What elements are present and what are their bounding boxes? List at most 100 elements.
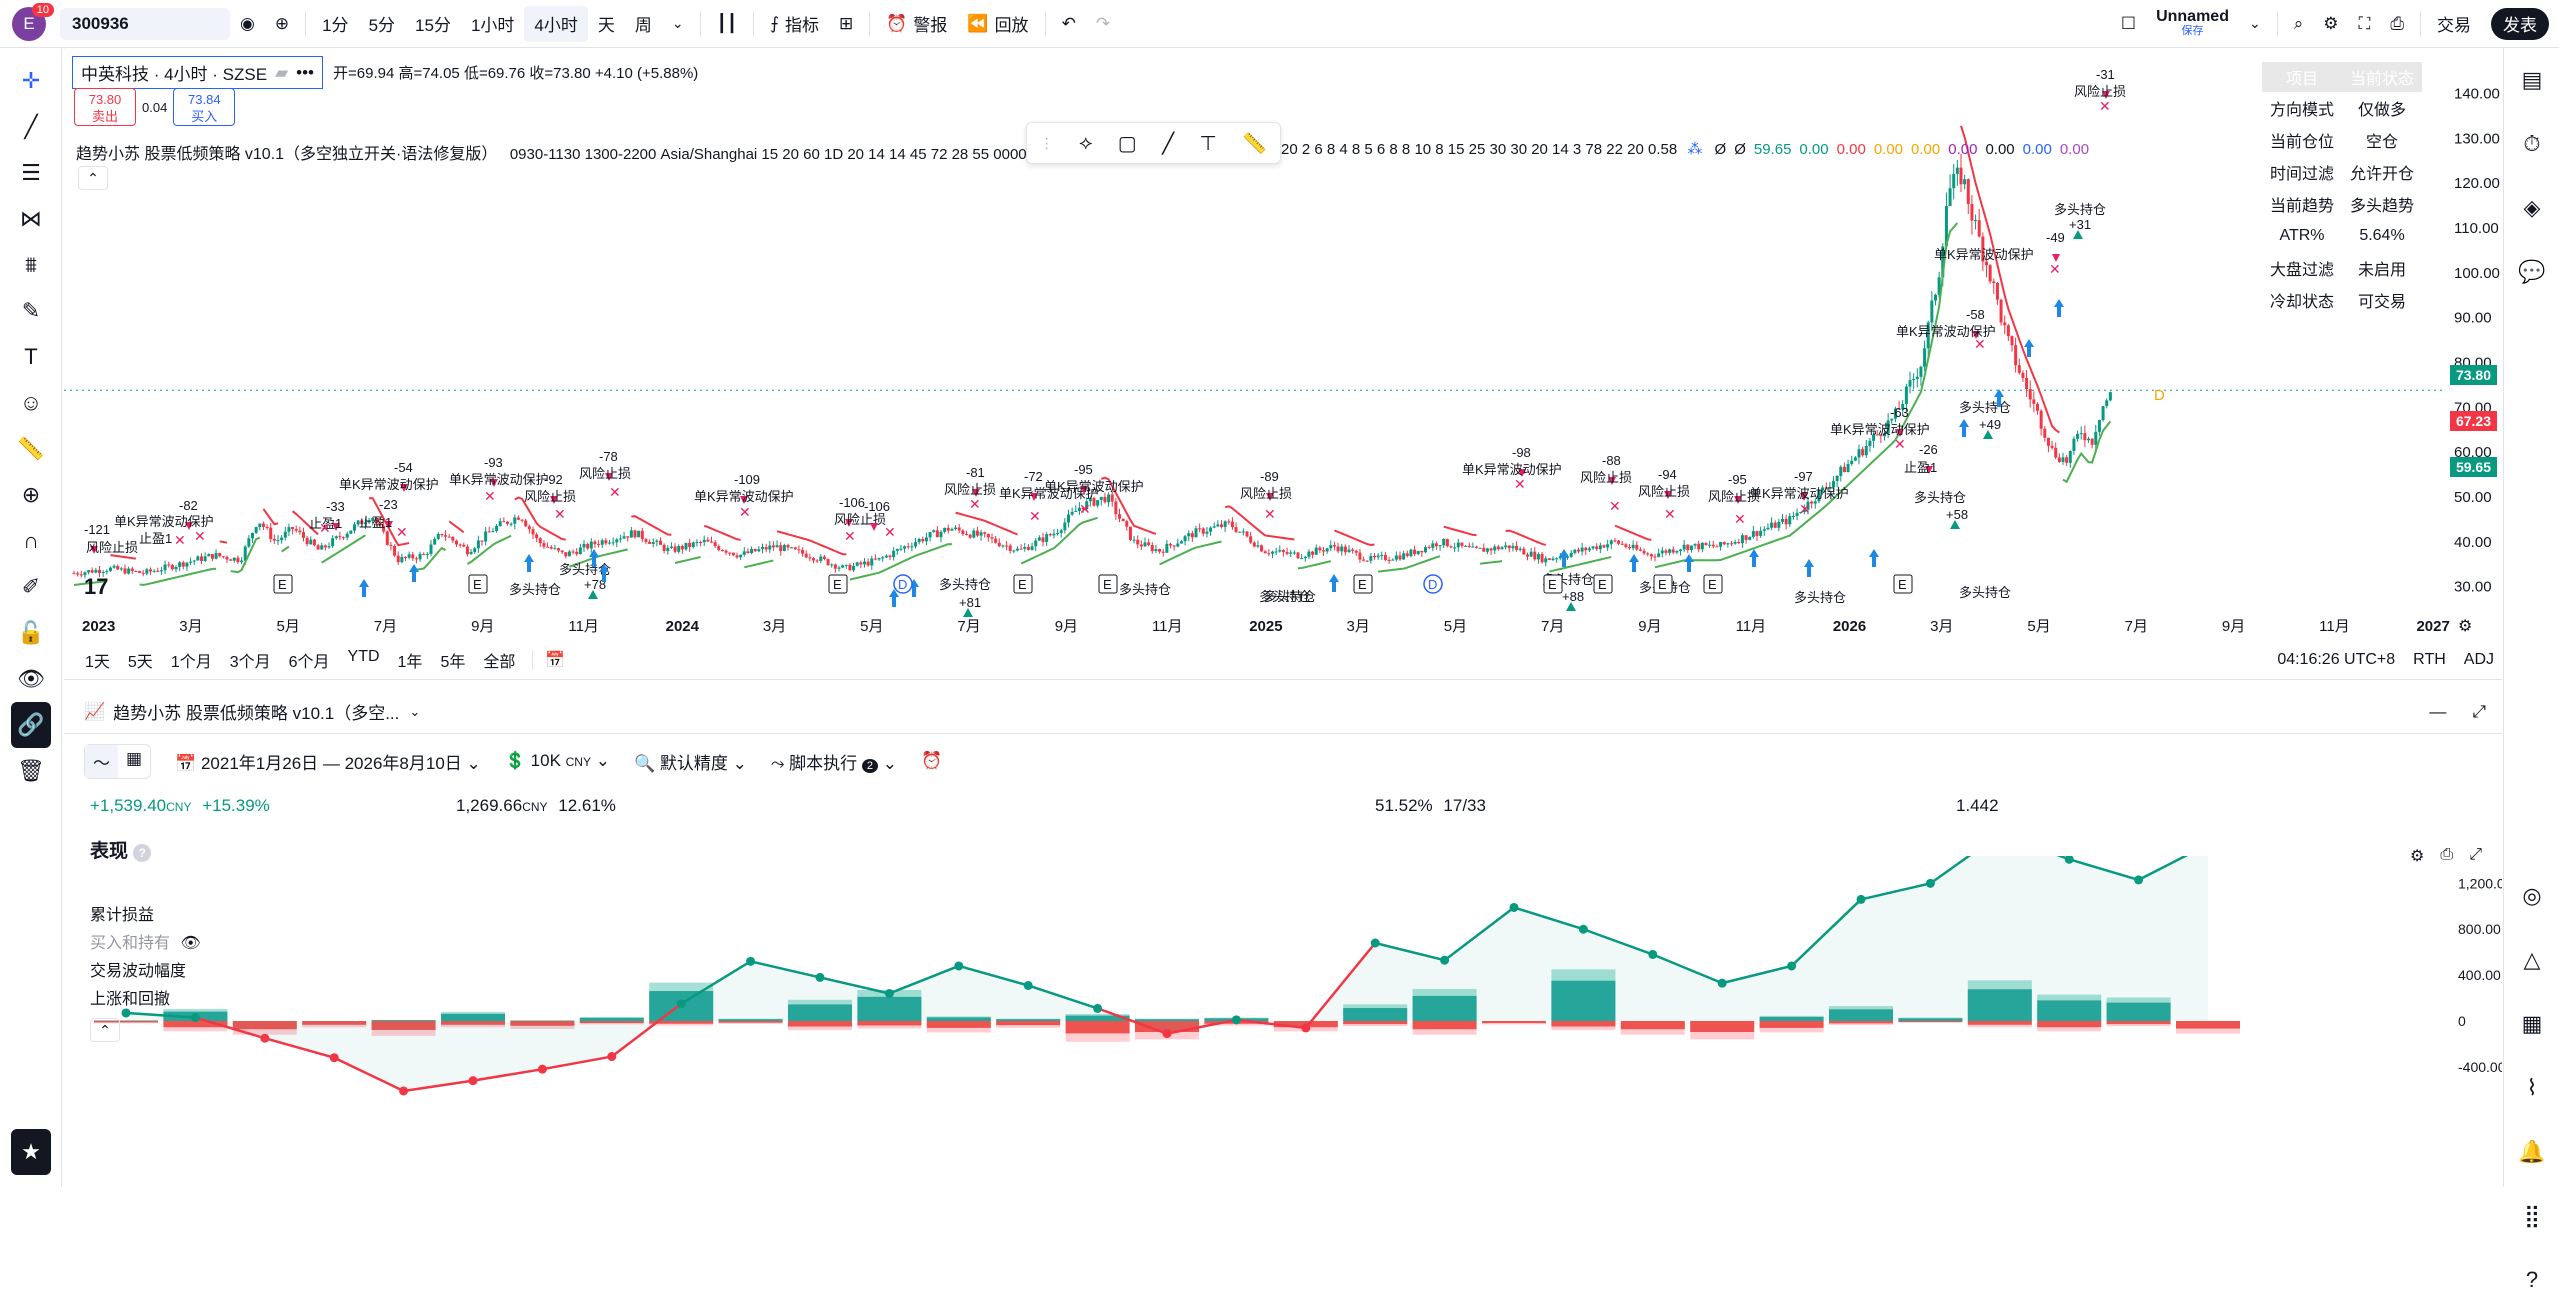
replay-button[interactable]: ⏪回放	[957, 6, 1038, 42]
collapse-perf-legend-icon[interactable]: ⌃	[90, 1018, 120, 1042]
precision-button[interactable]: 🔍 默认精度 ⌄	[634, 749, 747, 774]
indicator-name[interactable]: 趋势小苏 股票低频策略 v10.1（多空独立开关·语法修复版）	[76, 146, 497, 163]
trade-button[interactable]: 交易	[2427, 6, 2481, 42]
layout-checkbox-icon[interactable]: ☐	[2111, 6, 2146, 42]
range-button[interactable]: YTD	[339, 648, 389, 672]
date-range-button[interactable]: 📅 2021年1月26日 — 2026年8月10日 ⌄	[175, 749, 481, 774]
calendar-icon[interactable]: ▦	[2504, 992, 2559, 1056]
watchlist-icon[interactable]: ▤	[2504, 48, 2559, 112]
interval-6[interactable]: 周	[625, 6, 662, 42]
legend-buy-hold[interactable]: 买入和持有 👁	[90, 930, 201, 958]
clock[interactable]: 04:16:26 UTC+8	[2268, 651, 2404, 669]
legend-cumulative-pnl[interactable]: 累计损益	[90, 902, 201, 930]
stay-drawing-icon[interactable]: ✐	[0, 564, 62, 610]
ruler-icon[interactable]: 📏	[0, 426, 62, 472]
pattern-icon[interactable]: ⋈	[0, 196, 62, 242]
range-button[interactable]: 6个月	[280, 648, 339, 672]
goto-date-icon[interactable]: 📅	[532, 650, 577, 670]
more-icon[interactable]: •••	[296, 63, 314, 83]
redo-icon[interactable]: ↷	[1086, 6, 1120, 42]
crosshair-icon[interactable]: ✛	[0, 58, 62, 104]
adj-toggle[interactable]: ADJ	[2455, 651, 2502, 669]
chart-type-icon[interactable]: ┃┃	[707, 6, 747, 42]
range-button[interactable]: 5天	[119, 648, 162, 672]
settings-gear-icon[interactable]: ⚙	[2313, 6, 2348, 42]
text-icon[interactable]: T	[0, 334, 62, 380]
interval-1[interactable]: 5分	[359, 6, 405, 42]
screener-icon[interactable]: ◎	[2504, 864, 2559, 928]
table-view-icon[interactable]: ▦	[118, 745, 150, 778]
range-button[interactable]: 全部	[474, 648, 524, 672]
path-tool-icon[interactable]: ⟡	[1079, 132, 1092, 155]
prediction-icon[interactable]: ⩩	[0, 242, 62, 288]
range-button[interactable]: 1天	[76, 648, 119, 672]
templates-icon[interactable]: ⊞	[829, 6, 863, 42]
strategy-dropdown-icon[interactable]: ⌄	[409, 704, 420, 720]
measure-tool-icon[interactable]: 📏	[1242, 131, 1267, 156]
deep-backtest-icon[interactable]: ⏰	[921, 751, 942, 771]
range-button[interactable]: 1年	[389, 648, 432, 672]
watch-icon[interactable]: ◉	[230, 6, 265, 42]
interval-4[interactable]: 4小时	[524, 6, 587, 42]
interval-2[interactable]: 15分	[405, 6, 461, 42]
legend-trade-range[interactable]: 交易波动幅度	[90, 958, 201, 986]
rectangle-tool-icon[interactable]: ▢	[1118, 131, 1137, 156]
maximize-icon[interactable]: ⤢	[2472, 702, 2486, 722]
symbol-search[interactable]: 300936	[60, 8, 230, 40]
trash-icon[interactable]: 🗑	[0, 748, 62, 794]
chart-view-icon[interactable]: 〜	[85, 745, 118, 778]
rth-toggle[interactable]: RTH	[2404, 651, 2455, 669]
help-icon[interactable]: ?	[2504, 1248, 2559, 1312]
streams-icon[interactable]: ⌇	[2504, 1056, 2559, 1120]
range-button[interactable]: 1个月	[162, 648, 221, 672]
emoji-icon[interactable]: ☺	[0, 380, 62, 426]
eye-icon[interactable]: 👁	[0, 656, 62, 702]
interval-5[interactable]: 天	[588, 6, 625, 42]
collapse-legend-icon[interactable]: ⌃	[78, 166, 108, 190]
brush-icon[interactable]: ✎	[0, 288, 62, 334]
notifications-bell-icon[interactable]: 🔔	[2504, 1120, 2559, 1184]
add-symbol-icon[interactable]: ⊕	[265, 6, 299, 42]
ideas-icon[interactable]: △	[2504, 928, 2559, 992]
line-tool-icon[interactable]: ╱	[1162, 131, 1174, 156]
drag-handle-icon[interactable]: ⋮	[1040, 135, 1054, 152]
chat-icon[interactable]: 💬	[2504, 240, 2559, 304]
price-chart[interactable]: 140.00130.00120.00110.00100.0090.0080.00…	[64, 49, 2502, 639]
link-icon[interactable]: 🔗	[11, 702, 51, 748]
interval-0[interactable]: 1分	[312, 6, 358, 42]
apps-grid-icon[interactable]: ⣿	[2504, 1184, 2559, 1248]
layout-dropdown-icon[interactable]: ⌄	[2239, 6, 2271, 42]
visibility-eye-icon[interactable]: 👁	[180, 935, 200, 952]
trendline-icon[interactable]: ╱	[0, 104, 62, 150]
alert-button[interactable]: ⏰警报	[876, 6, 957, 42]
performance-chart[interactable]: 1,600.001,200.00800.00400.000-400.001,53…	[64, 856, 2502, 1187]
capital-button[interactable]: 💲 10K CNY ⌄	[505, 751, 610, 771]
indicators-button[interactable]: ⨍指标	[760, 6, 829, 42]
fullscreen-icon[interactable]: ⛶	[2348, 6, 2380, 42]
interval-3[interactable]: 1小时	[461, 6, 524, 42]
alerts-clock-icon[interactable]: ⏱	[2504, 112, 2559, 176]
range-button[interactable]: 3个月	[221, 648, 280, 672]
view-toggle[interactable]: 〜▦	[84, 744, 151, 779]
quick-search-icon[interactable]: ⌕	[2284, 6, 2314, 42]
exec-button[interactable]: ⤳ 脚本执行 2 ⌄	[771, 749, 897, 774]
publish-button[interactable]: 发表	[2491, 8, 2549, 40]
lock-icon[interactable]: 🔓	[0, 610, 62, 656]
undo-icon[interactable]: ↶	[1052, 6, 1086, 42]
fib-icon[interactable]: ☰	[0, 150, 62, 196]
indicator-style-icon[interactable]: ⁂	[1687, 141, 1702, 158]
symbol-title[interactable]: 中英科技 · 4小时 · SZSE▰•••	[72, 56, 323, 89]
zoom-icon[interactable]: ⊕	[0, 472, 62, 518]
camera-icon[interactable]: ⎙	[2380, 6, 2414, 42]
favorite-star-icon[interactable]: ★	[11, 1129, 51, 1175]
interval-dropdown-icon[interactable]: ⌄	[662, 6, 694, 42]
magnet-icon[interactable]: ∩	[0, 518, 62, 564]
minimize-icon[interactable]: —	[2429, 702, 2446, 722]
text-tool-icon[interactable]: ⊤	[1200, 131, 1217, 156]
flag-icon[interactable]: ▰	[275, 63, 288, 83]
strategy-title[interactable]: 趋势小苏 股票低频策略 v10.1（多空...	[113, 699, 399, 724]
